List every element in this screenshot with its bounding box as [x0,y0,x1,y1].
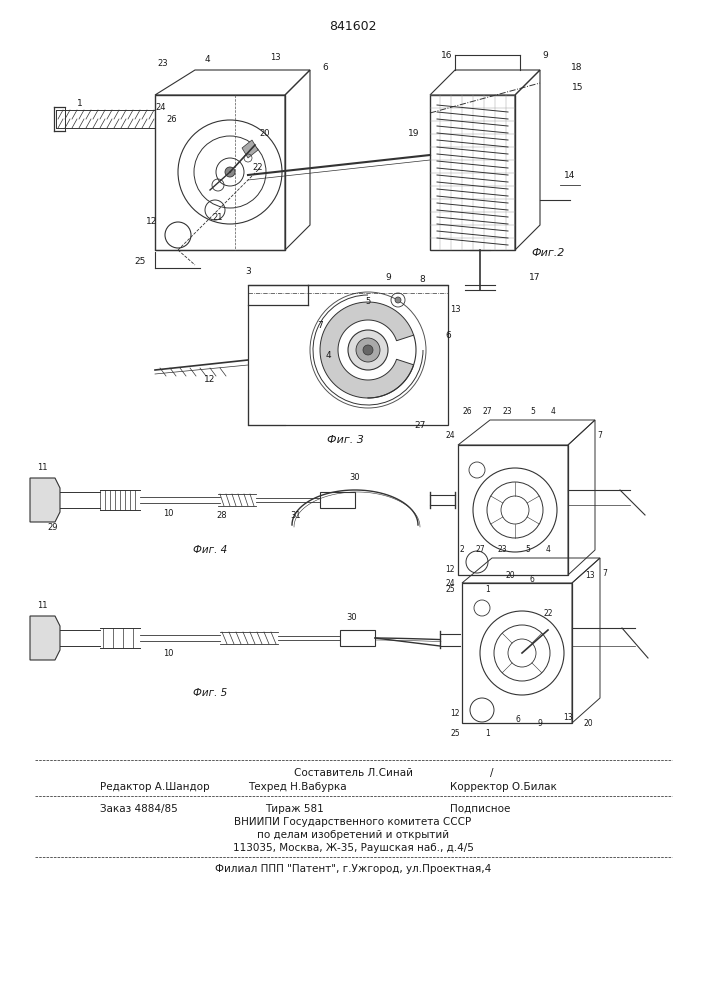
Text: Фиг. 4: Фиг. 4 [193,545,227,555]
Text: 22: 22 [252,162,263,172]
Bar [430,95,515,250]
Text: 23: 23 [497,546,507,554]
Text: 12: 12 [146,218,158,227]
Text: 8: 8 [419,275,425,284]
Text: 1: 1 [486,728,491,738]
Circle shape [356,338,380,362]
Text: Фиг. 5: Фиг. 5 [193,688,227,698]
Text: 24: 24 [445,430,455,440]
Text: 4: 4 [546,546,551,554]
Text: 20: 20 [259,128,270,137]
Text: 18: 18 [571,64,583,73]
Bar [458,445,568,575]
Circle shape [363,345,373,355]
Text: Корректор О.Билак: Корректор О.Билак [450,782,557,792]
Text: /: / [490,768,493,778]
Polygon shape [242,140,258,158]
Text: 10: 10 [163,510,173,518]
Text: 29: 29 [48,524,58,532]
Text: 17: 17 [530,273,541,282]
Bar [340,630,375,646]
Text: 841602: 841602 [329,20,377,33]
Text: 25: 25 [134,257,146,266]
Text: 19: 19 [408,128,420,137]
Text: 2: 2 [460,546,464,554]
Text: Составитель Л.Синай: Составитель Л.Синай [293,768,412,778]
Text: 5: 5 [366,298,370,306]
Text: 31: 31 [291,512,301,520]
Text: 4: 4 [204,55,210,64]
Text: 11: 11 [37,601,47,610]
Text: 16: 16 [441,50,452,60]
Text: Фиг. 3: Фиг. 3 [327,435,363,445]
Text: 6: 6 [530,576,534,584]
Bar [155,95,285,250]
Text: 9: 9 [542,50,548,60]
Text: Заказ 4884/85: Заказ 4884/85 [100,804,177,814]
Text: 28: 28 [216,512,228,520]
Text: 21: 21 [213,214,223,223]
Text: 25: 25 [445,585,455,594]
Text: 1: 1 [77,99,83,107]
Text: 30: 30 [346,613,357,622]
Text: 15: 15 [572,84,584,93]
Text: 13: 13 [585,570,595,580]
Text: 113035, Москва, Ж-35, Раушская наб., д.4/5: 113035, Москва, Ж-35, Раушская наб., д.4… [233,843,474,853]
Text: Подписное: Подписное [450,804,510,814]
Text: 5: 5 [525,546,530,554]
Text: 26: 26 [167,115,177,124]
Text: 13: 13 [269,53,280,62]
Polygon shape [320,302,414,398]
Polygon shape [30,478,60,522]
Text: Фиг.2: Фиг.2 [532,248,565,258]
Text: 27: 27 [475,546,485,554]
Text: Филиал ППП "Патент", г.Ужгород, ул.Проектная,4: Филиал ППП "Патент", г.Ужгород, ул.Проек… [215,864,491,874]
Bar [462,583,572,723]
Text: 23: 23 [502,408,512,416]
Text: 6: 6 [515,716,520,724]
Text: 7: 7 [602,568,607,578]
Text: 30: 30 [350,474,361,483]
Text: по делам изобретений и открытий: по делам изобретений и открытий [257,830,449,840]
Text: 4: 4 [551,408,556,416]
Bar [320,492,355,508]
Bar [248,285,448,425]
Text: 22: 22 [543,608,553,617]
Text: 25: 25 [450,728,460,738]
Text: 5: 5 [530,408,535,416]
Text: 20: 20 [583,718,592,728]
Text: 6: 6 [445,330,451,340]
Text: 7: 7 [317,320,323,330]
Text: Тираж 581: Тираж 581 [265,804,324,814]
Text: 7: 7 [597,430,602,440]
Text: Техред Н.Вабурка: Техред Н.Вабурка [248,782,346,792]
Text: 24: 24 [445,578,455,587]
Text: 13: 13 [563,714,573,722]
Text: 14: 14 [564,170,575,180]
Text: 26: 26 [462,408,472,416]
Text: 3: 3 [245,267,251,276]
Circle shape [395,297,401,303]
Text: 23: 23 [158,58,168,68]
Text: 6: 6 [322,62,328,72]
Circle shape [348,330,388,370]
Text: 10: 10 [163,648,173,658]
Text: Редактор А.Шандор: Редактор А.Шандор [100,782,209,792]
Text: 9: 9 [537,718,542,728]
Text: 9: 9 [385,273,391,282]
Circle shape [225,167,235,177]
Text: 24: 24 [156,103,166,111]
Text: 12: 12 [445,566,455,574]
Polygon shape [30,616,60,660]
Text: 4: 4 [325,351,331,360]
Text: 20: 20 [506,570,515,580]
Text: 11: 11 [37,464,47,473]
Text: 1: 1 [486,585,491,594]
Text: 27: 27 [414,420,426,430]
Text: 12: 12 [204,375,216,384]
Text: 12: 12 [450,708,460,718]
Text: 27: 27 [482,408,492,416]
Text: ВНИИПИ Государственного комитета СССР: ВНИИПИ Государственного комитета СССР [235,817,472,827]
Text: 13: 13 [450,306,460,314]
